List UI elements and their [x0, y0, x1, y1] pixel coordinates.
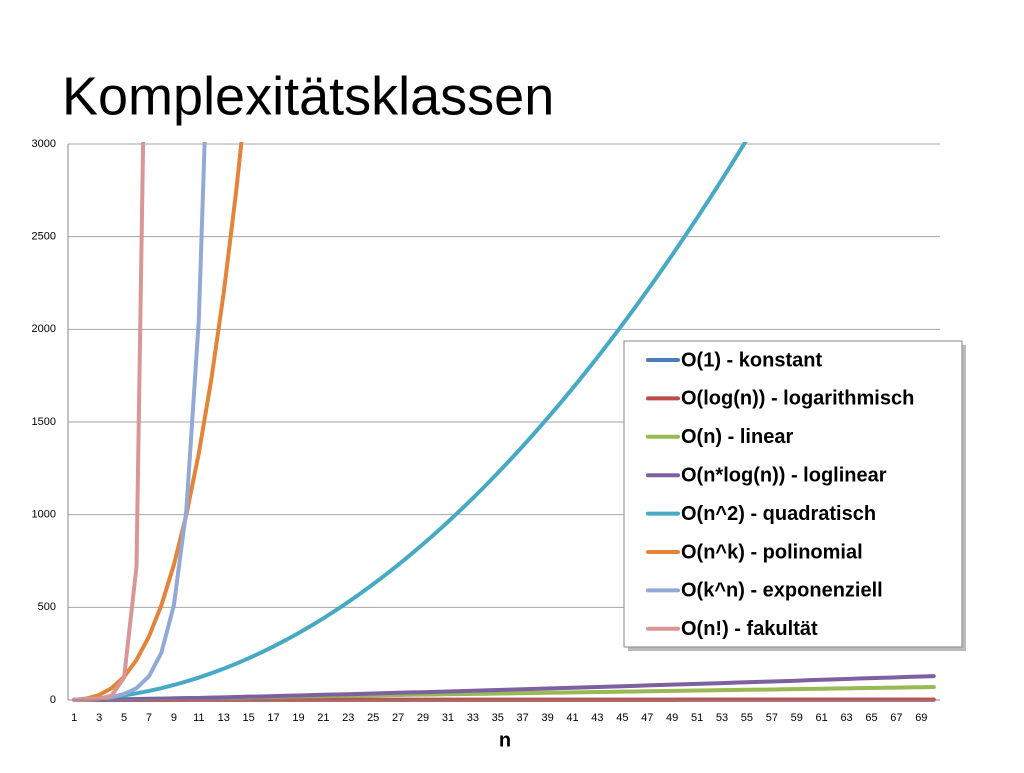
y-tick-label: 3000 — [32, 138, 56, 150]
x-tick-label: 41 — [566, 712, 578, 724]
x-tick-label: 55 — [741, 712, 753, 724]
legend-label: O(n^k) - polinomial — [681, 541, 863, 563]
x-tick-label: 25 — [367, 712, 379, 724]
legend-label: O(n) - linear — [681, 426, 793, 448]
y-tick-label: 0 — [50, 694, 56, 706]
x-tick-label: 43 — [591, 712, 603, 724]
x-tick-label: 53 — [716, 712, 728, 724]
x-tick-label: 21 — [317, 712, 329, 724]
legend-label: O(1) - konstant — [681, 349, 822, 371]
x-tick-label: 51 — [691, 712, 703, 724]
x-tick-label: 23 — [342, 712, 354, 724]
legend-label: O(n^2) - quadratisch — [681, 503, 876, 525]
y-tick-label: 1500 — [32, 416, 56, 428]
x-tick-label: 39 — [541, 712, 553, 724]
series-line — [74, 75, 248, 700]
x-tick-label: 27 — [392, 712, 404, 724]
x-tick-label: 13 — [218, 712, 230, 724]
x-tick-label: 17 — [267, 712, 279, 724]
legend-label: O(log(n)) - logarithmisch — [681, 388, 914, 410]
x-tick-label: 67 — [890, 712, 902, 724]
x-tick-label: 57 — [766, 712, 778, 724]
x-tick-label: 37 — [517, 712, 529, 724]
x-tick-label: 47 — [641, 712, 653, 724]
x-tick-label: 7 — [146, 712, 152, 724]
x-tick-label: 65 — [865, 712, 877, 724]
legend-label: O(k^n) - exponenziell — [681, 580, 883, 602]
x-axis-label: n — [499, 729, 511, 751]
x-tick-label: 29 — [417, 712, 429, 724]
x-tick-label: 45 — [616, 712, 628, 724]
x-tick-label: 31 — [442, 712, 454, 724]
x-tick-label: 33 — [467, 712, 479, 724]
x-tick-label: 19 — [292, 712, 304, 724]
x-tick-label: 59 — [791, 712, 803, 724]
y-tick-label: 500 — [38, 601, 56, 613]
x-tick-label: 63 — [840, 712, 852, 724]
x-tick-label: 49 — [666, 712, 678, 724]
x-tick-label: 1 — [71, 712, 77, 724]
y-tick-label: 2000 — [32, 323, 56, 335]
x-tick-label: 3 — [96, 712, 102, 724]
x-tick-label: 11 — [193, 712, 204, 724]
x-tick-label: 5 — [121, 712, 127, 724]
chart-title: Komplexitätsklassen — [62, 66, 554, 126]
x-tick-label: 15 — [243, 712, 255, 724]
x-tick-label: 35 — [492, 712, 504, 724]
x-tick-label: 69 — [915, 712, 927, 724]
legend-label: O(n!) - fakultät — [681, 618, 818, 640]
x-tick-label: 61 — [816, 712, 828, 724]
y-tick-label: 1000 — [32, 509, 56, 521]
legend-label: O(n*log(n)) - loglinear — [681, 464, 887, 486]
y-tick-label: 2500 — [32, 231, 56, 243]
x-tick-label: 9 — [171, 712, 177, 724]
